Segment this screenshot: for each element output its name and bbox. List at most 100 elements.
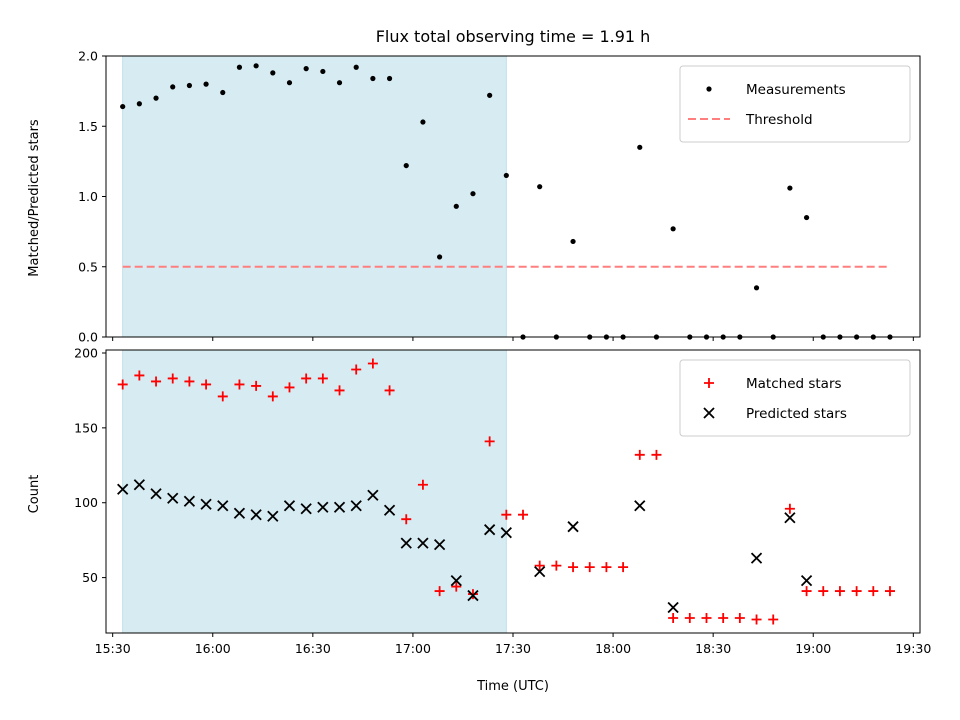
bottom-matched-stars-point (501, 509, 512, 520)
top-measurements-point (537, 184, 543, 190)
bottom-predicted-stars-point (133, 479, 145, 491)
top-measurements-point (637, 144, 643, 150)
bottom-matched-stars-point (634, 449, 645, 460)
bottom-matched-stars-point (417, 479, 428, 490)
bottom-matched-stars-point (834, 586, 845, 597)
bottom-predicted-stars-point (800, 574, 813, 587)
top-measurements-point (453, 203, 459, 209)
bottom-matched-stars-point (584, 562, 595, 573)
top-y-tick-label: 2.0 (78, 49, 98, 64)
bottom-predicted-stars-point (534, 565, 546, 578)
bottom-predicted-stars-point (333, 501, 346, 513)
bottom-predicted-stars-point (350, 500, 362, 512)
bottom-matched-stars-point (284, 382, 295, 393)
bottom-predicted-stars-point (317, 501, 329, 513)
bottom-matched-stars-point (734, 613, 745, 624)
bottom-matched-stars-point (851, 586, 862, 597)
bottom-legend-predicted-stars-swatch (703, 407, 715, 419)
bottom-predicted-stars-point (150, 488, 162, 500)
top-y-tick-label: 1.5 (78, 119, 98, 134)
bottom-predicted-stars-point (484, 524, 496, 536)
bottom-matched-stars-point (384, 385, 395, 396)
bottom-matched-stars-point (467, 589, 478, 600)
top-measurements-point (320, 68, 326, 75)
top-legend-threshold-label: Threshold (745, 112, 813, 128)
bottom-matched-stars-point (167, 373, 178, 384)
bottom-matched-stars-point (217, 391, 228, 402)
bottom-matched-stars-point (701, 613, 712, 624)
bottom-matched-stars-point (601, 562, 612, 573)
top-measurements-point (670, 226, 676, 232)
bottom-x-tick-label: 18:30 (695, 641, 731, 656)
bottom-x-tick-label: 15:30 (95, 641, 131, 656)
bottom-x-tick-label: 19:30 (895, 641, 931, 656)
bottom-matched-stars-point (334, 385, 345, 396)
bottom-matched-stars-point (784, 503, 795, 514)
bottom-predicted-stars-point (283, 500, 296, 512)
top-measurements-point (386, 75, 393, 82)
top-measurements-point (487, 92, 493, 98)
bottom-y-tick-label: 200 (74, 345, 98, 360)
top-measurements-point (220, 89, 226, 96)
top-legend-box (679, 65, 911, 143)
bottom-predicted-stars-point (200, 498, 212, 510)
bottom-y-axis-label: Count (27, 475, 42, 514)
top-measurements-point (203, 81, 209, 87)
bottom-predicted-stars-point (450, 574, 462, 587)
bottom-matched-stars-point (401, 514, 412, 525)
bottom-matched-stars-point (568, 562, 579, 573)
bottom-matched-stars-point (884, 586, 895, 597)
top-y-tick-label: 0.0 (78, 330, 98, 345)
top-measurements-point (753, 285, 760, 291)
bottom-predicted-stars-point (567, 521, 579, 533)
bottom-matched-stars-point (718, 613, 729, 624)
bottom-matched-stars-point (818, 586, 829, 597)
bottom-matched-stars-point (434, 586, 445, 597)
top-measurements-point (787, 185, 793, 191)
top-measurements-point (136, 101, 142, 107)
bottom-legend-matched-stars-label: Matched stars (746, 376, 842, 392)
bottom-matched-stars-point (484, 436, 495, 447)
bottom-matched-stars-point (234, 379, 245, 390)
bottom-panel: 50 100 150 200 15:30 16:00 16:30 17:00 17:30 18:0… (74, 345, 931, 656)
bottom-legend-box (679, 359, 911, 437)
bottom-shaded-region (122, 349, 507, 634)
top-y-tick-label: 1.0 (78, 189, 98, 204)
top-measurements-point (503, 172, 509, 179)
top-measurements-point (437, 254, 443, 260)
bottom-predicted-stars-point (667, 601, 679, 614)
bottom-predicted-stars-point (233, 507, 246, 519)
bottom-predicted-stars-point (417, 537, 429, 549)
bottom-matched-stars-point (518, 509, 529, 520)
bottom-predicted-stars-point (500, 527, 512, 539)
bottom-matched-stars-point (651, 449, 662, 460)
bottom-matched-stars-point (151, 376, 162, 387)
top-measurements-point (120, 103, 126, 110)
bottom-x-tick-label: 17:30 (495, 641, 531, 656)
bottom-matched-stars-point (301, 373, 312, 384)
top-measurements-point (153, 95, 159, 101)
bottom-predicted-stars-point (217, 500, 229, 512)
bottom-predicted-stars-point (383, 504, 396, 516)
top-measurements-point (336, 80, 343, 86)
bottom-predicted-stars-point (167, 492, 179, 504)
top-y-axis-label: Matched/Predicted stars (27, 119, 42, 277)
top-measurements-point (470, 191, 476, 197)
bottom-predicted-stars-point (433, 539, 446, 551)
top-measurements-point (803, 214, 810, 221)
bottom-matched-stars-point (668, 613, 679, 624)
bottom-predicted-stars-point (634, 500, 646, 512)
bottom-matched-stars-point (351, 364, 362, 375)
top-measurements-point (286, 80, 293, 86)
top-shaded-region (122, 55, 507, 338)
top-measurements-point (570, 238, 576, 245)
bottom-matched-stars-point (868, 586, 879, 597)
bottom-y-tick-label: 150 (74, 420, 98, 435)
bottom-x-tick-label: 19:00 (795, 641, 831, 656)
top-measurements-point (186, 82, 193, 89)
bottom-predicted-stars-point (183, 495, 196, 507)
bottom-x-tick-label: 16:30 (295, 641, 331, 656)
bottom-matched-stars-point (117, 379, 128, 390)
bottom-matched-stars-point (751, 614, 762, 625)
bottom-matched-stars-point (317, 373, 328, 384)
